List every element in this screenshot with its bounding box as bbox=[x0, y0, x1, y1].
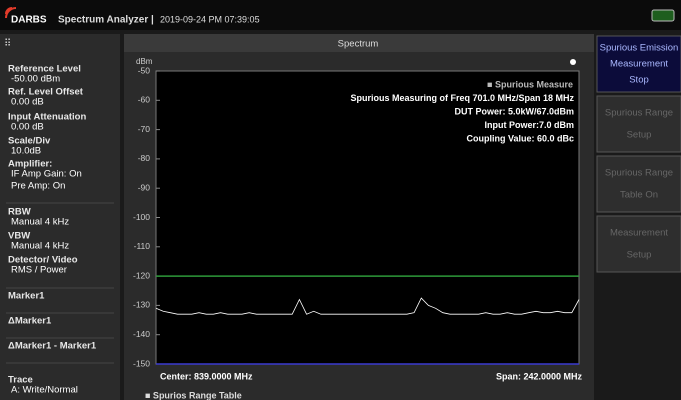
setting-value: 0.00 dB bbox=[11, 122, 44, 133]
y-tick-label: -50 bbox=[138, 65, 151, 75]
setting-label: VBW bbox=[8, 231, 30, 242]
softkey[interactable] bbox=[596, 95, 681, 153]
span: Span: 242.0000 MHz bbox=[496, 371, 583, 381]
y-tick-label: -140 bbox=[133, 329, 150, 339]
softkey-label: Table On bbox=[620, 190, 658, 201]
annotation: DUT Power: 5.0kW/67.0dBm bbox=[454, 106, 574, 116]
setting-label: RBW bbox=[8, 207, 31, 218]
left-items: Reference Level-50.00 dBm Ref. Level Offs… bbox=[6, 64, 114, 396]
softkey-label: Spurious Emission bbox=[600, 43, 679, 54]
annotation: Spurious Measuring of Freq 701.0 MHz/Spa… bbox=[350, 93, 574, 103]
annotation: ■ Spurious Measure bbox=[487, 79, 573, 89]
softkey[interactable] bbox=[596, 215, 681, 273]
app-title: Spectrum Analyzer | bbox=[58, 15, 154, 26]
chart: -50 -60 -70 -80 -90 -100 -110 -120 -130 -140 -150 ■… bbox=[133, 65, 580, 368]
softkey-label: Spurious Range bbox=[605, 108, 673, 119]
annotation: Input Power:7.0 dBm bbox=[484, 120, 574, 130]
datetime: 2019-09-24 PM 07:39:05 bbox=[160, 14, 260, 24]
y-tick-label: -60 bbox=[138, 95, 151, 105]
plot-area bbox=[155, 70, 580, 365]
y-tick-label: -130 bbox=[133, 300, 150, 310]
center-freq: Center: 839.0000 MHz bbox=[160, 371, 253, 381]
setting-value: Pre Amp: On bbox=[11, 181, 65, 192]
setting-value: 0.00 dB bbox=[11, 97, 44, 108]
logo-icon bbox=[5, 7, 17, 19]
softkey-label: Spurious Range bbox=[605, 168, 673, 179]
top-bar bbox=[0, 0, 681, 30]
softkey-label: Setup bbox=[627, 250, 652, 261]
setting-label: Amplifier: bbox=[8, 159, 52, 170]
chart-title: Spectrum bbox=[338, 39, 379, 50]
status-dot bbox=[570, 59, 576, 65]
softkey[interactable] bbox=[596, 155, 681, 213]
setting-value: IF Amp Gain: On bbox=[11, 169, 82, 180]
y-axis-label: dBm bbox=[136, 57, 153, 66]
setting-label: Ref. Level Offset bbox=[8, 87, 84, 98]
softkey-label: Setup bbox=[627, 130, 652, 141]
y-tick-label: -150 bbox=[133, 358, 150, 368]
setting-label: Reference Level bbox=[8, 64, 81, 75]
setting-value: -50.00 dBm bbox=[11, 74, 60, 85]
setting-label: Scale/Div bbox=[8, 136, 51, 147]
table-title: ■ Spurios Range Table bbox=[145, 390, 242, 400]
softkey[interactable] bbox=[596, 35, 681, 93]
y-tick-label: -80 bbox=[138, 153, 151, 163]
y-tick-label: -110 bbox=[134, 241, 151, 251]
chart-header bbox=[124, 34, 594, 52]
softkey-label: Measurement bbox=[610, 228, 668, 239]
right-panel: Spurious Emission Measurement Stop Spurious… bbox=[596, 35, 681, 273]
softkey-label: Measurement bbox=[610, 59, 668, 70]
y-tick-label: -100 bbox=[133, 212, 150, 222]
setting-label: ΔMarker1 bbox=[8, 316, 52, 327]
left-panel bbox=[0, 34, 120, 400]
setting-value: A: Write/Normal bbox=[11, 385, 78, 396]
setting-label: Marker1 bbox=[8, 291, 45, 302]
trace bbox=[155, 297, 580, 315]
setting-label: Detector/ Video bbox=[8, 255, 78, 266]
battery bbox=[651, 9, 675, 22]
setting-value: Manual 4 kHz bbox=[11, 241, 69, 252]
softkey-label: Stop bbox=[629, 75, 649, 86]
menu-icon[interactable]: ⠿ bbox=[4, 39, 11, 50]
setting-value: RMS / Power bbox=[11, 265, 67, 276]
y-tick-label: -70 bbox=[138, 124, 151, 134]
y-tick-label: -120 bbox=[133, 270, 150, 280]
annotation: Coupling Value: 60.0 dBc bbox=[466, 133, 574, 143]
logo: DARBS bbox=[11, 15, 47, 26]
setting-label: ΔMarker1 - Marker1 bbox=[8, 341, 97, 352]
y-tick-label: -90 bbox=[138, 182, 151, 192]
setting-label: Input Attenuation bbox=[8, 112, 86, 123]
setting-value: 10.0dB bbox=[11, 146, 41, 157]
setting-label: Trace bbox=[8, 375, 33, 386]
setting-value: Manual 4 kHz bbox=[11, 217, 69, 228]
